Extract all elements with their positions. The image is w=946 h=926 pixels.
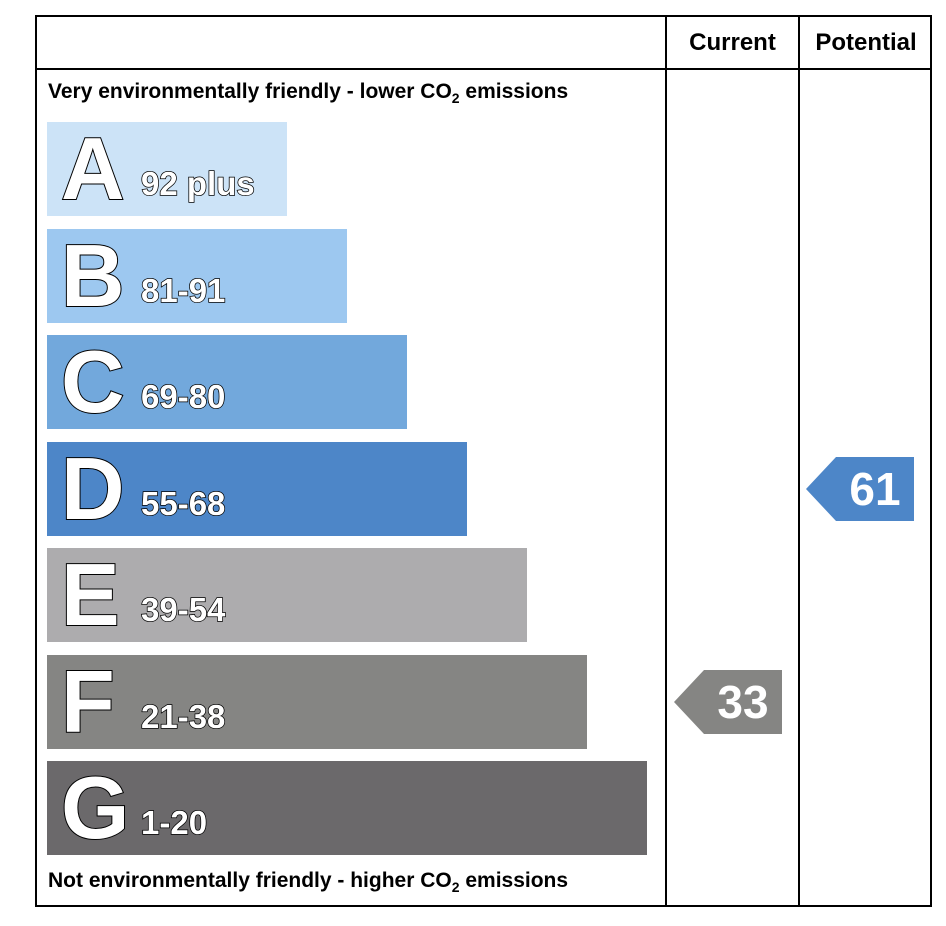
potential-rating-arrow: 61 bbox=[806, 457, 914, 521]
band-range: 55-68 bbox=[140, 484, 226, 523]
top-note-subscript: 2 bbox=[451, 90, 460, 107]
top-note-suffix: emissions bbox=[459, 80, 569, 103]
potential-column-header: Potential bbox=[815, 28, 917, 56]
current-column-header: Current bbox=[689, 28, 776, 56]
current-arrow-shape bbox=[674, 670, 782, 734]
potential-arrow-shape bbox=[806, 457, 914, 521]
band-letter: D bbox=[60, 439, 126, 538]
header-divider bbox=[35, 68, 932, 70]
band-b: B 81-91 bbox=[47, 226, 347, 325]
potential-column-divider bbox=[798, 15, 800, 907]
top-note: Very environmentally friendly - lower CO… bbox=[48, 80, 568, 106]
bottom-note-text: Not environmentally friendly - higher CO bbox=[48, 869, 452, 892]
bottom-note-subscript: 2 bbox=[451, 879, 460, 896]
band-d: D 55-68 bbox=[47, 439, 467, 538]
bottom-note: Not environmentally friendly - higher CO… bbox=[48, 869, 568, 895]
band-c: C 69-80 bbox=[47, 332, 407, 431]
band-letter: A bbox=[60, 119, 126, 218]
band-letter: G bbox=[60, 758, 130, 857]
band-range: 81-91 bbox=[140, 271, 226, 310]
current-rating-value: 33 bbox=[717, 676, 769, 728]
band-range: 21-38 bbox=[140, 697, 226, 736]
band-e: E 39-54 bbox=[47, 545, 527, 644]
current-rating-arrow: 33 bbox=[674, 670, 782, 734]
band-letter: B bbox=[60, 226, 126, 325]
top-note-text: Very environmentally friendly - lower CO bbox=[48, 80, 452, 103]
bottom-note-suffix: emissions bbox=[459, 869, 569, 892]
band-g: G 1-20 bbox=[47, 758, 647, 857]
band-range: 92 plus bbox=[140, 164, 255, 203]
band-letter: E bbox=[60, 545, 121, 644]
band-range: 69-80 bbox=[140, 377, 226, 416]
current-column-divider bbox=[665, 15, 667, 907]
band-range: 39-54 bbox=[140, 590, 226, 629]
rating-table-frame bbox=[35, 15, 932, 907]
band-a: A 92 plus bbox=[47, 119, 287, 218]
band-letter: F bbox=[60, 652, 116, 751]
band-letter: C bbox=[60, 332, 126, 431]
band-range: 1-20 bbox=[140, 803, 208, 842]
band-f: F 21-38 bbox=[47, 652, 587, 751]
potential-rating-value: 61 bbox=[849, 463, 901, 515]
